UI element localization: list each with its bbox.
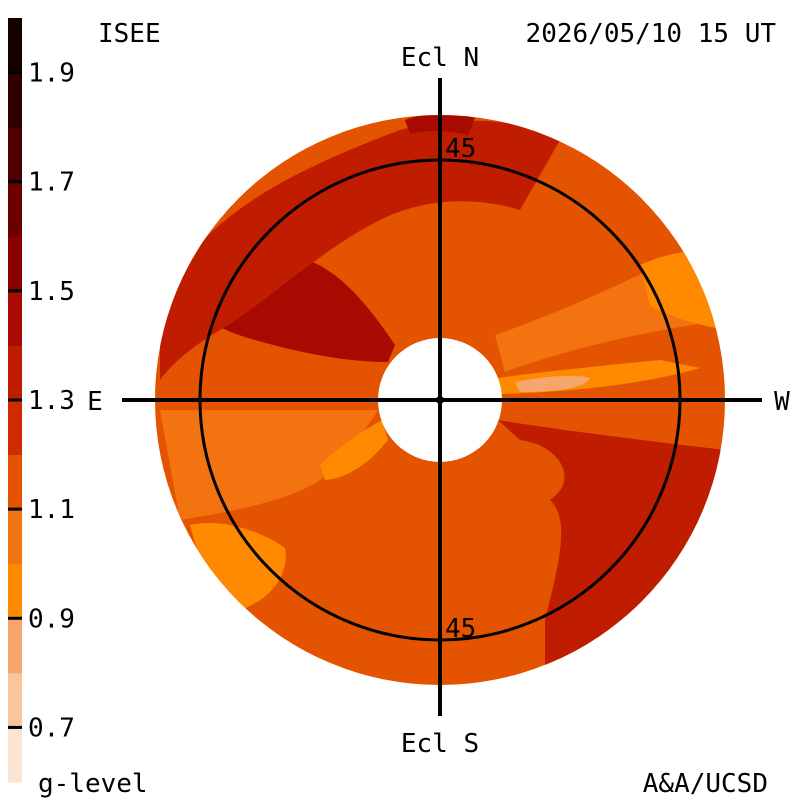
colorbar-swatch [8, 672, 22, 728]
colorbar-swatch [8, 345, 22, 401]
colorbar-swatch [8, 727, 22, 783]
colorbar-ticks: 1.9 1.7 1.5 1.3 1.1 0.9 0.7 [8, 59, 75, 743]
region-se-dark-region [498, 420, 725, 670]
sun-center-dot [436, 396, 444, 404]
east-label: E [87, 387, 103, 417]
colorbar-swatch [8, 181, 22, 237]
colorbar-swatch [8, 400, 22, 456]
ring-label-south: 45 [445, 614, 476, 644]
colorbar-tick-label: 0.9 [28, 604, 75, 634]
colorbar-swatch [8, 127, 22, 183]
colorbar-tick-label: 1.7 [28, 168, 75, 198]
colorbar-tick-mark [8, 180, 22, 184]
colorbar-tick-mark [8, 71, 22, 75]
colorbar-tick-label: 1.9 [28, 59, 75, 89]
colorbar-tick-label: 1.3 [28, 386, 75, 416]
west-label: W [774, 387, 790, 417]
region-ne-outer-band [160, 120, 560, 381]
colorbar-tick-label: 1.1 [28, 495, 75, 525]
timestamp-label: 2026/05/10 15 UT [526, 19, 777, 49]
colorbar-tick-label: 1.5 [28, 277, 75, 307]
colorbar-tick-mark [8, 398, 22, 402]
region-e-light-plume [320, 420, 388, 480]
colorbar-swatch [8, 454, 22, 510]
colorbar-swatch [8, 618, 22, 674]
colorbar-tick-label: 0.7 [28, 713, 75, 743]
colorbar-swatch [8, 290, 22, 346]
colorbar-swatch [8, 236, 22, 292]
colorbar-label: g-level [38, 769, 148, 799]
colorbar-tick-mark [8, 289, 22, 293]
colorbar-swatch [8, 18, 22, 74]
south-label: Ecl S [401, 729, 479, 759]
colorbar-swatch [8, 72, 22, 128]
colorbar-tick-mark [8, 507, 22, 511]
source-label: ISEE [98, 19, 161, 49]
colorbar-swatch [8, 509, 22, 565]
colorbar [8, 18, 22, 783]
colorbar-swatch [8, 563, 22, 619]
region-sw-bright-patch [190, 522, 286, 610]
north-label: Ecl N [401, 43, 479, 73]
credit-label: A&A/UCSD [643, 769, 768, 799]
region-sw-medium-region [160, 410, 378, 520]
colorbar-tick-mark [8, 725, 22, 729]
region-w-bright-core [515, 375, 590, 392]
colorbar-tick-mark [8, 616, 22, 620]
ring-label-north: 45 [445, 134, 476, 164]
